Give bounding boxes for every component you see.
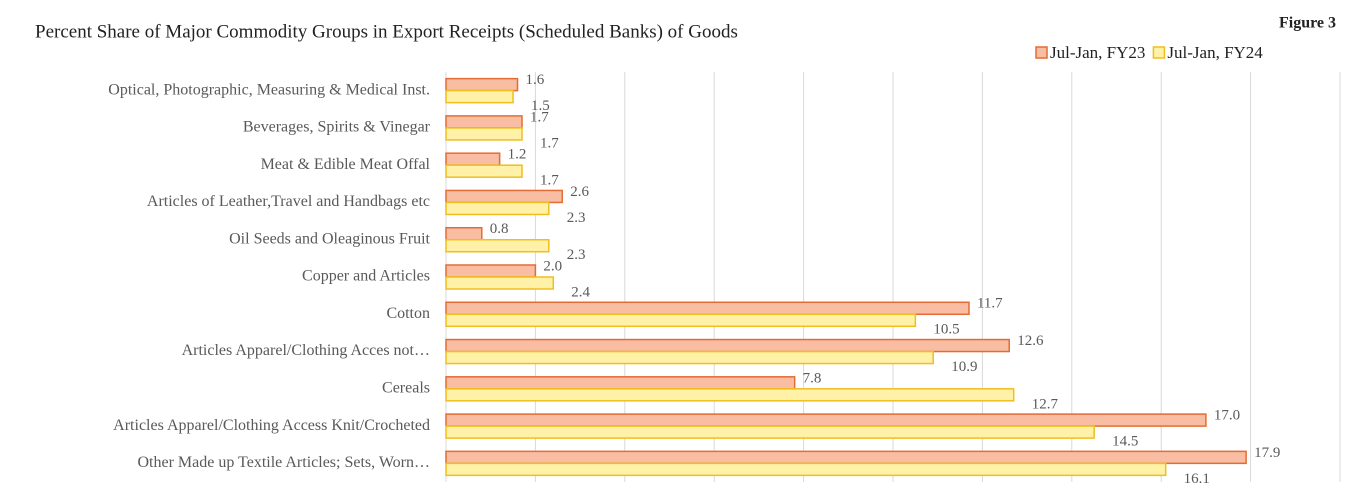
y-tick-label: Oil Seeds and Oleaginous Fruit xyxy=(229,230,430,247)
y-tick-label: Articles Apparel/Clothing Acces not… xyxy=(182,342,430,359)
bar xyxy=(445,201,550,216)
y-tick-label: Other Made up Textile Articles; Sets, Wo… xyxy=(137,454,430,471)
y-tick-label: Cereals xyxy=(382,379,430,396)
legend-label: Jul-Jan, FY24 xyxy=(1167,43,1263,62)
data-label: 11.7 xyxy=(977,296,1003,312)
bar xyxy=(445,89,514,104)
bar xyxy=(445,376,796,390)
bar xyxy=(445,425,1095,439)
legend-label: Jul-Jan, FY23 xyxy=(1050,43,1145,62)
bar xyxy=(445,350,934,365)
y-tick-label: Copper and Articles xyxy=(302,268,430,285)
data-label: 1.7 xyxy=(540,135,559,151)
y-tick-label: Meat & Edible Meat Offal xyxy=(261,156,431,173)
data-label: 1.5 xyxy=(531,98,550,114)
data-label: 10.5 xyxy=(933,322,959,338)
data-label: 14.5 xyxy=(1112,434,1138,450)
bar xyxy=(445,462,1167,477)
data-label: 16.1 xyxy=(1184,471,1210,487)
bar xyxy=(445,313,917,328)
data-label: 1.7 xyxy=(540,173,559,189)
bar xyxy=(445,115,523,129)
data-label: 1.6 xyxy=(526,72,545,88)
data-label: 17.0 xyxy=(1214,408,1240,424)
bar xyxy=(445,189,563,204)
y-tick-label: Articles of Leather,Travel and Handbags … xyxy=(147,193,430,210)
chart-title: Percent Share of Major Commodity Groups … xyxy=(35,21,738,42)
bar xyxy=(445,450,1247,465)
data-label: 12.7 xyxy=(1032,396,1059,412)
bar xyxy=(445,276,555,290)
data-label: 17.9 xyxy=(1254,445,1280,461)
y-tick-label: Articles Apparel/Clothing Access Knit/Cr… xyxy=(113,417,430,434)
data-label: 1.2 xyxy=(508,147,527,163)
bar xyxy=(445,164,523,178)
data-label: 10.9 xyxy=(951,359,977,375)
data-label: 2.0 xyxy=(543,258,562,274)
bar xyxy=(445,127,523,141)
y-tick-label: Beverages, Spirits & Vinegar xyxy=(243,119,431,136)
bar xyxy=(445,301,970,316)
bar xyxy=(445,152,501,166)
bar xyxy=(445,413,1207,427)
y-tick-label: Optical, Photographic, Measuring & Medic… xyxy=(108,81,430,98)
data-label: 7.8 xyxy=(803,370,822,386)
bar xyxy=(445,238,550,253)
data-label: 1.7 xyxy=(530,109,549,125)
data-label: 2.3 xyxy=(567,210,586,226)
bar xyxy=(445,226,483,241)
figure-label: Figure 3 xyxy=(1279,15,1336,32)
bar xyxy=(445,77,519,92)
bar xyxy=(445,264,537,278)
data-label: 2.4 xyxy=(571,284,590,300)
bar xyxy=(445,338,1010,353)
data-label: 2.3 xyxy=(567,247,586,263)
legend-swatch xyxy=(1035,46,1048,59)
data-label: 12.6 xyxy=(1017,333,1044,349)
data-label: 2.6 xyxy=(570,184,589,200)
y-tick-label: Cotton xyxy=(386,305,430,322)
legend-swatch xyxy=(1152,46,1166,59)
data-label: 0.8 xyxy=(490,221,509,237)
bar xyxy=(445,388,1015,402)
